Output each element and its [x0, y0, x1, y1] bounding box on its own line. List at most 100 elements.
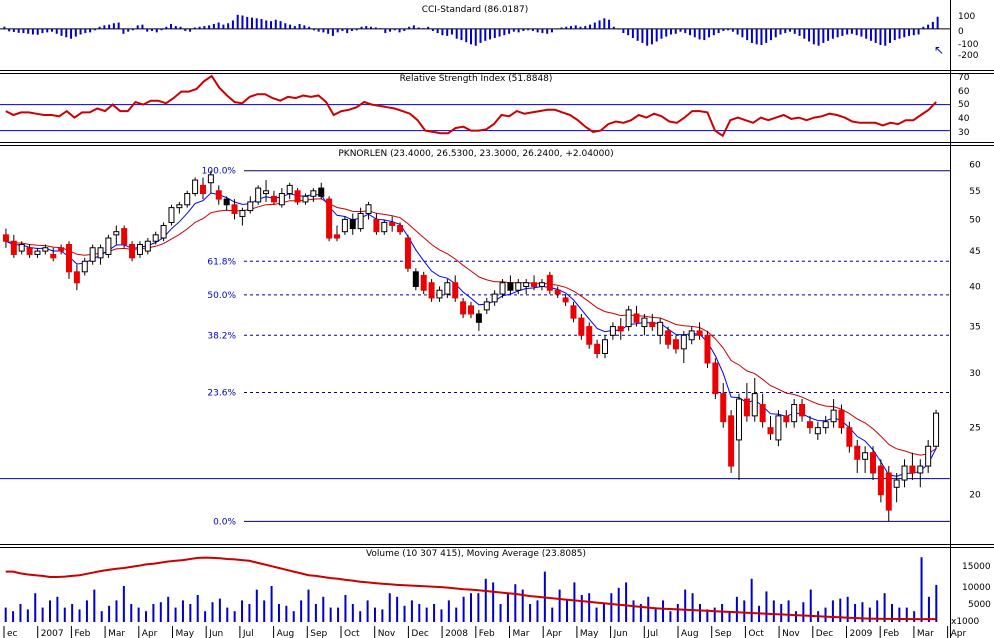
price-tick-label: 40: [969, 282, 981, 292]
candle-body: [318, 187, 325, 197]
candle-body: [515, 282, 522, 291]
time-tick-label: Nov: [782, 629, 800, 638]
candle-body: [901, 465, 908, 481]
time-tick-label: Jun: [208, 629, 223, 638]
time-tick-label: Jul: [646, 629, 658, 638]
candle-body: [168, 207, 175, 223]
volume-tick-label: 5000: [968, 600, 991, 610]
price-axis: 60 55 50 45 40 35 30 25 20: [969, 161, 981, 501]
candle-body: [263, 190, 270, 195]
fibonacci-label: 50.0%: [207, 291, 236, 301]
candle-body: [302, 195, 309, 203]
candle-body: [665, 330, 672, 345]
candle-body: [200, 184, 206, 195]
price-tick-label: 35: [969, 323, 980, 333]
cci-tick-label: 0: [958, 27, 964, 37]
price-tick-label: 20: [969, 491, 981, 501]
rsi-plot: [0, 74, 950, 138]
candle-body: [81, 260, 88, 273]
candle-body: [129, 243, 136, 259]
candle-body: [73, 271, 80, 284]
fibonacci-label: 100.0%: [202, 167, 237, 177]
volume-plot: [4, 556, 938, 622]
candle-body: [743, 398, 750, 417]
cci-tick-label: -200: [958, 51, 979, 61]
time-tick-label: Sep: [715, 629, 732, 638]
time-axis: ec 2007 Feb Mar Apr May Jun Jul Aug Sep Oct Nov Dec 2…: [3, 626, 966, 638]
candle-body: [42, 247, 49, 252]
rsi-axis: 70 60 50 40 30: [958, 73, 970, 138]
candle-body: [18, 243, 25, 252]
time-tick-label: Jul: [242, 629, 254, 638]
candle-body: [2, 234, 9, 242]
time-tick-label: Aug: [277, 629, 295, 638]
candle-body: [775, 415, 782, 441]
rsi-tick-label: 60: [958, 87, 970, 97]
candle-body: [933, 412, 940, 447]
time-tick-label: Mar: [108, 629, 125, 638]
time-tick-label: Jun: [613, 629, 628, 638]
volume-axis: 15000 10000 5000 x1000: [951, 562, 991, 627]
volume-title: Volume (10 307 415), Moving Average (23.…: [366, 549, 586, 559]
candle-body: [357, 212, 364, 230]
slow-moving-average: [5, 198, 937, 456]
candle-body: [160, 224, 167, 239]
candle-body: [152, 234, 159, 242]
candle-body: [799, 404, 806, 417]
price-tick-label: 30: [969, 369, 981, 379]
cci-title: CCI-Standard (86.0187): [422, 5, 529, 15]
candle-body: [909, 465, 916, 474]
candle-body: [176, 204, 183, 209]
candle-body: [523, 282, 530, 287]
candle-body: [680, 334, 687, 350]
candle-body: [66, 243, 72, 273]
time-tick-label: ec: [7, 629, 18, 638]
time-tick-label: Mar: [917, 629, 934, 638]
time-tick-label: Feb: [479, 629, 495, 638]
candle-body: [877, 465, 884, 496]
candle-body: [704, 334, 711, 364]
candle-body: [436, 289, 443, 299]
candle-body: [862, 452, 869, 460]
candle-body: [814, 427, 821, 435]
volume-tick-label: 15000: [962, 562, 991, 572]
candle-body: [751, 393, 758, 417]
candle-body: [89, 247, 96, 262]
time-tick-label: Dec: [411, 629, 428, 638]
candle-body: [885, 472, 892, 511]
candle-body: [136, 243, 143, 255]
candle-body: [728, 415, 735, 467]
rsi-tick-label: 40: [958, 114, 970, 124]
time-tick-label: 2007: [41, 629, 64, 638]
candle-body: [870, 452, 876, 474]
candle-body: [546, 274, 553, 291]
time-tick-label: 2008: [445, 629, 468, 638]
candle-body: [783, 415, 790, 423]
time-tick-label: Apr: [546, 629, 562, 638]
candle-body: [334, 234, 340, 239]
fibonacci-label: 61.8%: [207, 257, 236, 267]
candle-body: [791, 404, 798, 423]
candle-body: [767, 427, 774, 435]
candle-body: [475, 313, 482, 323]
candle-body: [26, 247, 33, 255]
candle-body: [586, 326, 593, 345]
volume-moving-average: [5, 556, 937, 621]
time-tick-label: May: [580, 629, 599, 638]
price-candles: [2, 170, 940, 522]
candle-body: [192, 179, 199, 195]
candle-body: [609, 326, 616, 336]
candle-body: [806, 421, 813, 429]
fibonacci-label: 38.2%: [207, 331, 236, 341]
candle-body: [672, 339, 679, 350]
time-tick-label: Mar: [513, 629, 530, 638]
candle-body: [846, 427, 853, 447]
candle-body: [617, 326, 624, 332]
candle-body: [712, 362, 719, 395]
fibonacci-label: 23.6%: [207, 389, 236, 399]
candle-body: [759, 404, 766, 423]
candle-body: [696, 330, 703, 336]
candle-body: [231, 204, 238, 214]
candle-body: [649, 321, 656, 328]
